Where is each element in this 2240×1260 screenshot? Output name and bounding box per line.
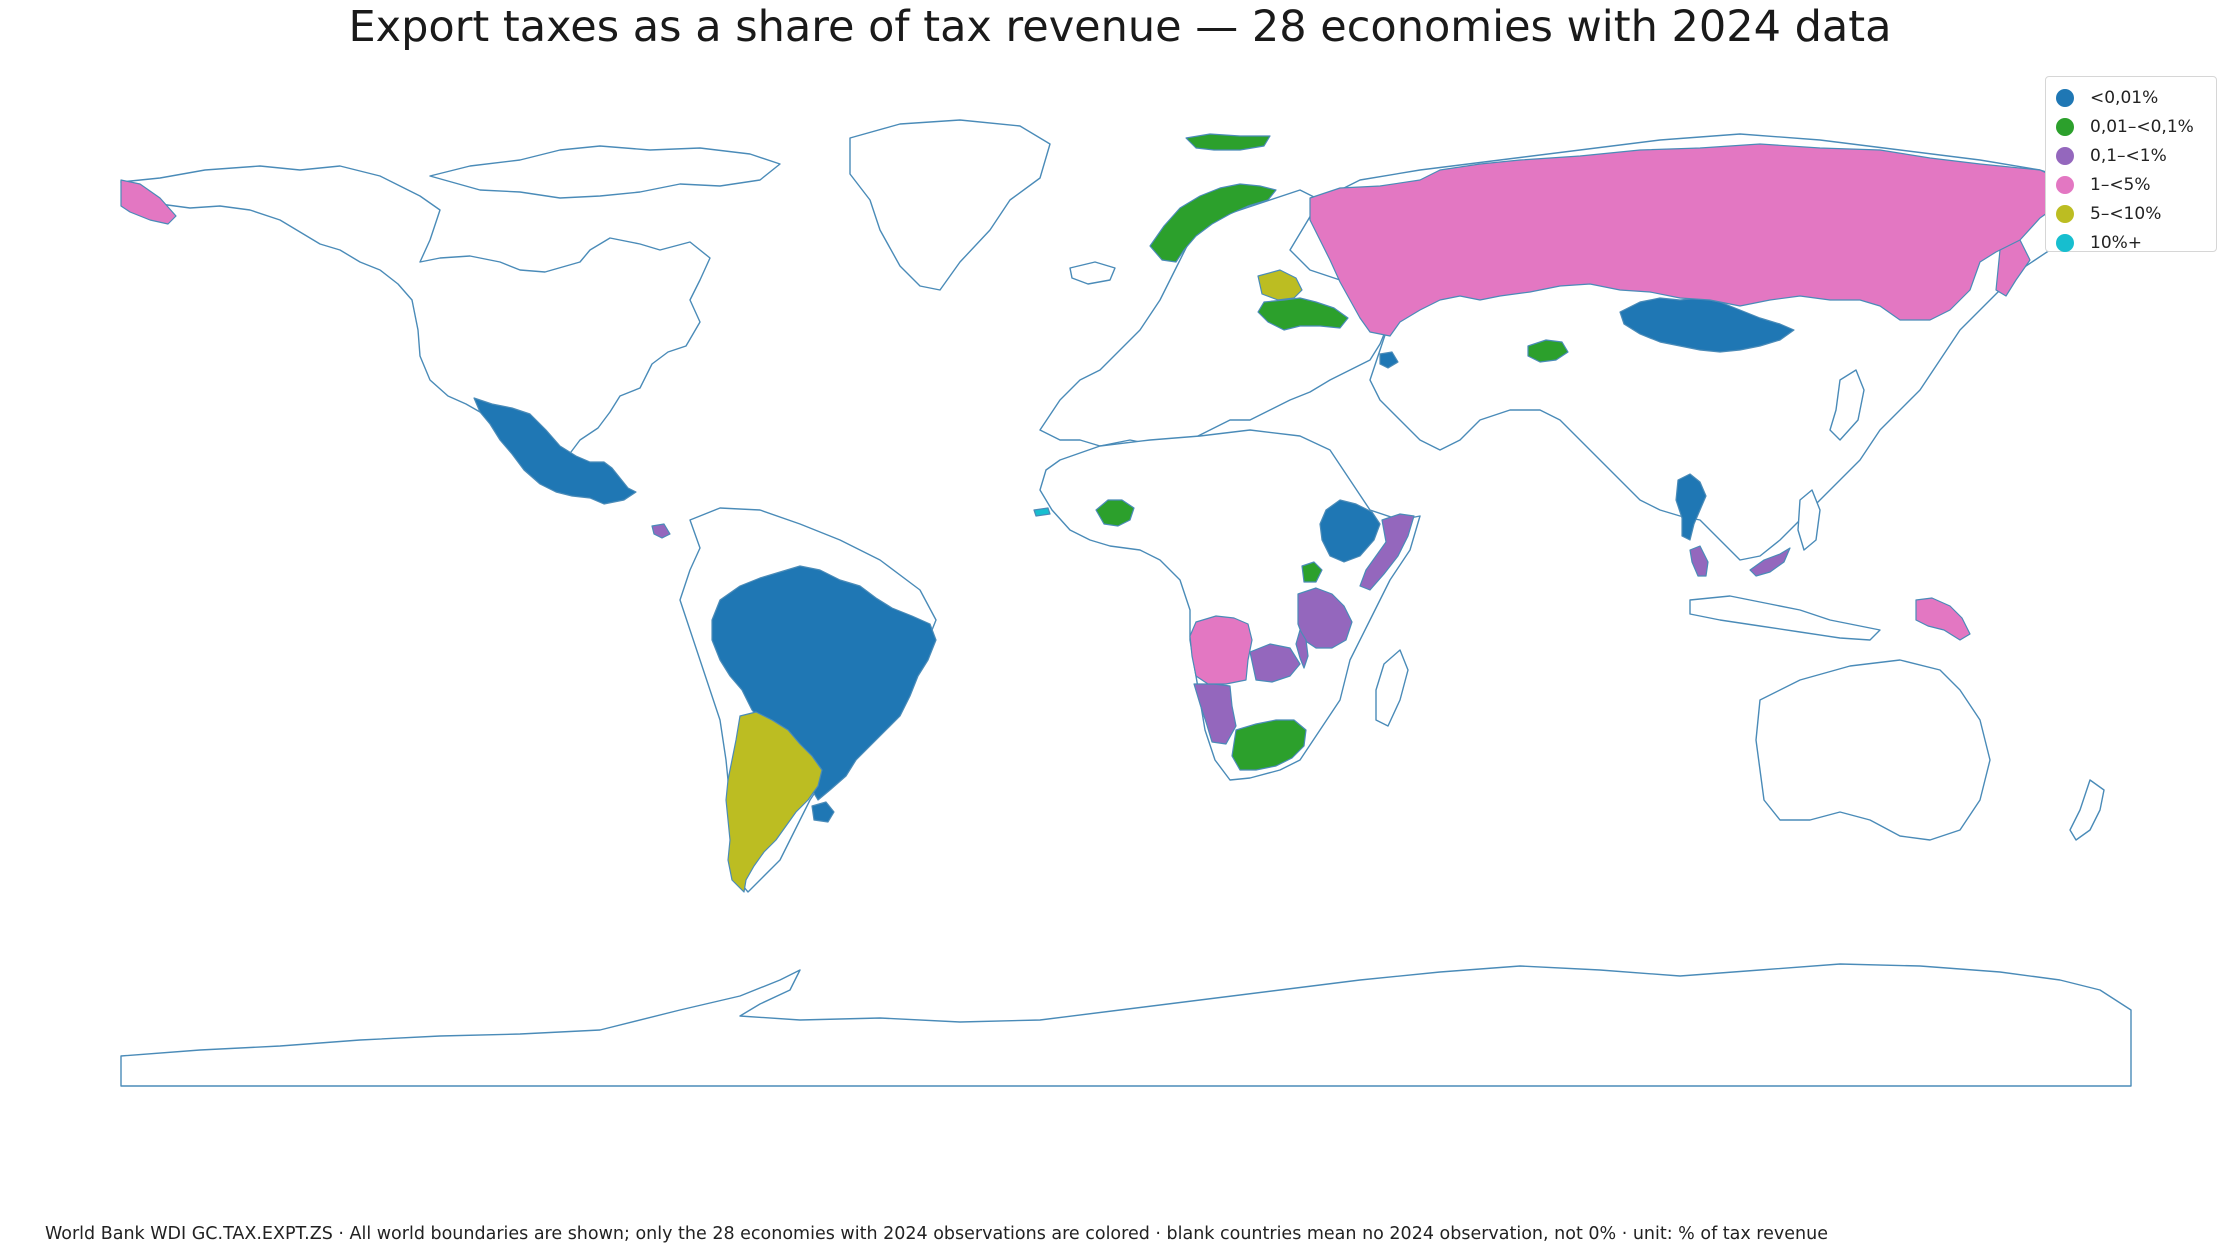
landmass-japan: [1829, 369, 1865, 441]
region-uruguay: [811, 801, 835, 823]
region-burkina-faso: [1095, 499, 1135, 527]
region-thailand: [1675, 473, 1707, 541]
legend-item: 0,01–<0,1%: [2056, 112, 2216, 141]
region-namibia: [1193, 683, 1237, 745]
map-legend: <0,01% 0,01–<0,1% 0,1–<1% 1–<5% 5–<10% 10%+: [2045, 76, 2217, 253]
region-gambia: [1033, 507, 1051, 517]
region-malawi: [1295, 629, 1309, 669]
landmass-north-america: [120, 165, 711, 477]
landmass-madagascar: [1375, 649, 1409, 727]
legend-item: 0,1–<1%: [2056, 141, 2216, 170]
region-uganda: [1301, 561, 1323, 583]
legend-swatch: [2056, 204, 2074, 223]
region-argentina: [725, 711, 823, 893]
legend-item: 1–<5%: [2056, 170, 2216, 199]
legend-item: 10%+: [2056, 228, 2216, 257]
region-norway: [1149, 183, 1277, 263]
region-papua-new-guinea: [1915, 597, 1971, 641]
legend-swatch: [2056, 146, 2074, 165]
landmass-new-zealand: [2069, 779, 2105, 841]
region-kyrgyzstan: [1527, 339, 1569, 363]
region-costa-rica: [651, 523, 671, 539]
source-footnote: World Bank WDI GC.TAX.EXPT.ZS · All worl…: [45, 1224, 1828, 1244]
legend-item: 5–<10%: [2056, 199, 2216, 228]
legend-label: 5–<10%: [2090, 203, 2162, 224]
choropleth-layer: [120, 133, 2111, 893]
legend-label: 1–<5%: [2090, 174, 2151, 195]
region-mongolia: [1619, 297, 1795, 353]
region-somalia: [1359, 513, 1415, 591]
legend-label: 0,01–<0,1%: [2090, 116, 2194, 137]
region-malaysia: [1689, 545, 1791, 577]
landmass-australia: [1755, 659, 1991, 841]
landmass-philippines: [1797, 489, 1821, 551]
region-ukraine: [1257, 297, 1349, 331]
landmass-iceland: [1069, 261, 1116, 285]
legend-label: <0,01%: [2090, 87, 2159, 108]
landmass-antarctica: [120, 963, 2132, 1087]
legend-label: 10%+: [2090, 232, 2143, 253]
legend-label: 0,1–<1%: [2090, 145, 2167, 166]
map-title: Export taxes as a share of tax revenue —…: [348, 2, 1892, 52]
region-mexico: [473, 397, 637, 505]
region-brazil: [711, 565, 937, 801]
region-svalbard: [1185, 133, 1271, 151]
legend-swatch: [2056, 88, 2074, 107]
landmass-greenland: [849, 119, 1051, 291]
region-belarus: [1257, 269, 1303, 301]
region-ethiopia: [1319, 499, 1381, 563]
region-armenia: [1379, 351, 1399, 369]
landmass-indonesia: [1689, 595, 1881, 641]
region-zambia: [1249, 643, 1301, 683]
region-angola: [1189, 615, 1253, 685]
region-alaska-fragment: [120, 179, 177, 225]
legend-swatch: [2056, 175, 2074, 194]
legend-item: <0,01%: [2056, 83, 2216, 112]
landmass-arctic-islands: [429, 145, 781, 199]
legend-swatch: [2056, 117, 2074, 136]
region-south-africa: [1231, 719, 1307, 771]
legend-swatch: [2056, 233, 2074, 252]
